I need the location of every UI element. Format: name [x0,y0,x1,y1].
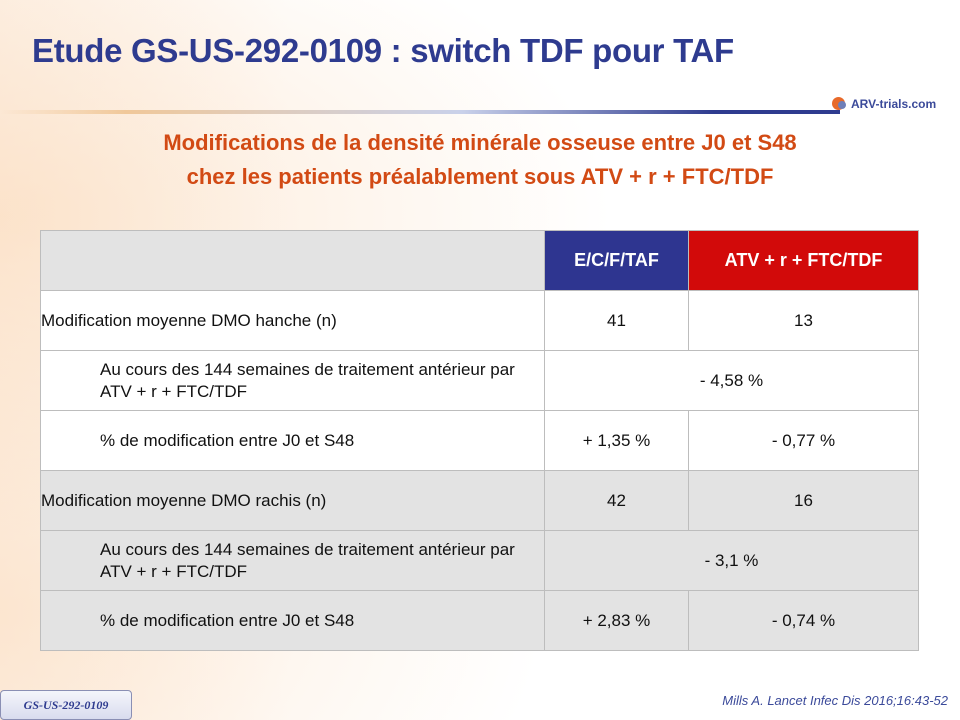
cell-atv: 16 [688,470,919,531]
page-title: Etude GS-US-292-0109 : switch TDF pour T… [32,32,734,69]
header-cell-blank [40,230,545,291]
row-label: Au cours des 144 semaines de traitement … [40,350,545,411]
bmd-results-table: E/C/F/TAF ATV + r + FTC/TDF Modification… [40,230,919,651]
cell-atv: - 0,74 % [688,590,919,651]
cell-taf: + 1,35 % [544,410,689,471]
slide-subtitle: Modifications de la densité minérale oss… [0,126,960,194]
table-row: Modification moyenne DMO rachis (n) 42 1… [40,470,919,531]
header-cell-atv: ATV + r + FTC/TDF [688,230,919,291]
cell-atv: - 0,77 % [688,410,919,471]
row-label: % de modification entre J0 et S48 [40,410,545,471]
cell-taf: 42 [544,470,689,531]
table-row: Au cours des 144 semaines de traitement … [40,530,919,591]
subtitle-line-1: Modifications de la densité minérale oss… [163,130,797,155]
arv-trials-logo: ARV-trials.com [832,94,936,114]
table-row: Modification moyenne DMO hanche (n) 41 1… [40,290,919,351]
table-header-row: E/C/F/TAF ATV + r + FTC/TDF [40,230,919,291]
cell-merged: - 3,1 % [544,530,919,591]
title-divider [0,110,840,114]
logo-text: ARV-trials.com [851,97,937,111]
study-tag: GS-US-292-0109 [0,690,132,720]
table-row: % de modification entre J0 et S48 + 1,35… [40,410,919,471]
row-label: Modification moyenne DMO hanche (n) [40,290,545,351]
table-row: % de modification entre J0 et S48 + 2,83… [40,590,919,651]
cell-merged: - 4,58 % [544,350,919,411]
header-cell-taf: E/C/F/TAF [544,230,689,291]
cell-taf: 41 [544,290,689,351]
row-label: Modification moyenne DMO rachis (n) [40,470,545,531]
citation: Mills A. Lancet Infec Dis 2016;16:43-52 [722,693,948,708]
cell-taf: + 2,83 % [544,590,689,651]
row-label: % de modification entre J0 et S48 [40,590,545,651]
table-row: Au cours des 144 semaines de traitement … [40,350,919,411]
logo-icon [832,96,848,112]
cell-atv: 13 [688,290,919,351]
row-label: Au cours des 144 semaines de traitement … [40,530,545,591]
subtitle-line-2: chez les patients préalablement sous ATV… [186,164,774,189]
